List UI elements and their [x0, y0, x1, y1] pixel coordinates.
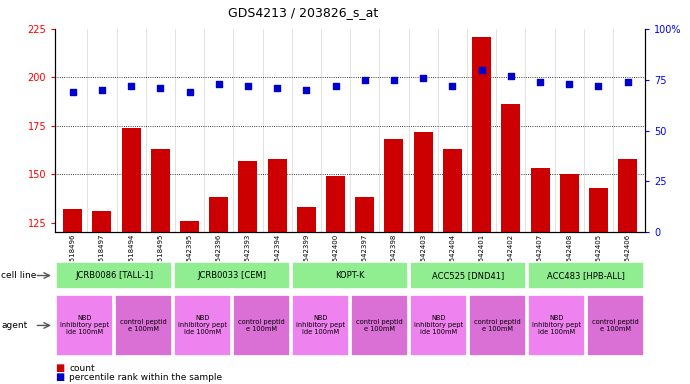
Bar	[589, 188, 608, 232]
Point	[447, 83, 458, 89]
Bar	[469, 295, 526, 356]
Point	[593, 83, 604, 89]
Point	[564, 81, 575, 87]
Bar	[293, 262, 408, 289]
Point	[126, 83, 137, 89]
Text: NBD
inhibitory pept
ide 100mM: NBD inhibitory pept ide 100mM	[414, 315, 463, 336]
Bar	[472, 36, 491, 232]
Text: JCRB0086 [TALL-1]: JCRB0086 [TALL-1]	[75, 271, 153, 280]
Bar	[297, 207, 316, 232]
Bar	[175, 262, 290, 289]
Bar	[233, 295, 290, 356]
Bar	[587, 295, 644, 356]
Bar	[560, 174, 579, 232]
Bar	[175, 295, 231, 356]
Point	[417, 74, 428, 81]
Text: cell line: cell line	[1, 271, 37, 280]
Bar	[384, 139, 404, 232]
Text: NBD
inhibitory pept
ide 100mM: NBD inhibitory pept ide 100mM	[178, 315, 227, 336]
Bar	[502, 104, 520, 232]
Bar	[618, 159, 637, 232]
Bar	[115, 295, 172, 356]
Bar	[531, 168, 549, 232]
Text: control peptid
e 100mM: control peptid e 100mM	[474, 319, 521, 332]
Text: control peptid
e 100mM: control peptid e 100mM	[356, 319, 403, 332]
Bar	[529, 295, 585, 356]
Text: control peptid
e 100mM: control peptid e 100mM	[592, 319, 639, 332]
Bar	[121, 127, 141, 232]
Point	[213, 81, 224, 87]
Text: percentile rank within the sample: percentile rank within the sample	[69, 373, 222, 382]
Point	[388, 76, 400, 83]
Bar	[239, 161, 257, 232]
Point	[535, 79, 546, 85]
Bar	[57, 262, 172, 289]
Point	[301, 87, 312, 93]
Point	[505, 73, 516, 79]
Point	[242, 83, 253, 89]
Point	[330, 83, 341, 89]
Point	[272, 85, 283, 91]
Bar	[57, 295, 113, 356]
Text: count: count	[69, 364, 95, 373]
Text: NBD
inhibitory pept
ide 100mM: NBD inhibitory pept ide 100mM	[60, 315, 109, 336]
Text: NBD
inhibitory pept
ide 100mM: NBD inhibitory pept ide 100mM	[296, 315, 345, 336]
Bar	[411, 262, 526, 289]
Point	[622, 79, 633, 85]
Text: control peptid
e 100mM: control peptid e 100mM	[238, 319, 285, 332]
Text: GDS4213 / 203826_s_at: GDS4213 / 203826_s_at	[228, 6, 379, 19]
Text: agent: agent	[1, 321, 28, 330]
Bar	[414, 132, 433, 232]
Text: KOPT-K: KOPT-K	[335, 271, 365, 280]
Bar	[443, 149, 462, 232]
Point	[359, 76, 371, 83]
Bar	[326, 176, 345, 232]
Text: ACC483 [HPB-ALL]: ACC483 [HPB-ALL]	[547, 271, 625, 280]
Text: control peptid
e 100mM: control peptid e 100mM	[120, 319, 167, 332]
Point	[184, 89, 195, 95]
Text: NBD
inhibitory pept
ide 100mM: NBD inhibitory pept ide 100mM	[532, 315, 581, 336]
Text: ■: ■	[55, 363, 64, 373]
Point	[97, 87, 108, 93]
Bar	[355, 197, 374, 232]
Bar	[351, 295, 408, 356]
Point	[67, 89, 78, 95]
Point	[476, 66, 487, 73]
Text: ■: ■	[55, 372, 64, 382]
Bar	[293, 295, 349, 356]
Bar	[268, 159, 286, 232]
Text: JCRB0033 [CEM]: JCRB0033 [CEM]	[198, 271, 266, 280]
Bar	[209, 197, 228, 232]
Bar	[180, 221, 199, 232]
Bar	[151, 149, 170, 232]
Bar	[411, 295, 467, 356]
Bar	[529, 262, 644, 289]
Bar	[92, 211, 111, 232]
Point	[155, 85, 166, 91]
Text: ACC525 [DND41]: ACC525 [DND41]	[432, 271, 504, 280]
Bar	[63, 209, 82, 232]
